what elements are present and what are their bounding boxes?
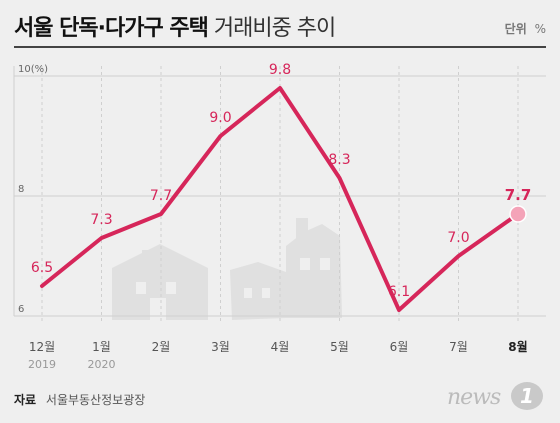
source-label: 자료 bbox=[14, 393, 37, 407]
unit-label: 단위 bbox=[504, 22, 527, 36]
unit-value: % bbox=[534, 22, 546, 36]
logo-text: news bbox=[447, 385, 501, 410]
x-tick-label: 2월 bbox=[152, 340, 171, 354]
x-tick-label: 3월 bbox=[211, 340, 230, 354]
x-tick-label: 4월 bbox=[271, 340, 290, 354]
source-text: 서울부동산정보광장 bbox=[45, 393, 146, 407]
value-label: 9.8 bbox=[269, 62, 291, 78]
highlight-point bbox=[509, 205, 527, 223]
y-axis-ticks: 6 8 10(%) bbox=[18, 64, 48, 315]
source-note: 자료 서울부동산정보광장 bbox=[14, 391, 145, 408]
value-label: 6.1 bbox=[388, 284, 410, 300]
x-tick-label: 5월 bbox=[330, 340, 349, 354]
title-bold: 서울 단독·다가구 주택 bbox=[14, 16, 209, 41]
unit-note: 단위 % bbox=[505, 20, 546, 37]
y-tick-label: 6 bbox=[18, 304, 24, 315]
chart-title: 서울 단독·다가구 주택 거래비중 추이 bbox=[14, 10, 336, 42]
logo-mark: 1 bbox=[511, 382, 543, 410]
x-tick-label: 7월 bbox=[449, 340, 468, 354]
value-label: 8.3 bbox=[328, 152, 350, 168]
title-light: 거래비중 추이 bbox=[213, 16, 336, 41]
title-rule bbox=[14, 46, 546, 48]
x-axis-labels: 12월 2019 1월 2020 2월 3월 4월 5월 6월 7월 8월 bbox=[28, 339, 528, 371]
value-label: 6.5 bbox=[31, 260, 53, 276]
house-middle bbox=[230, 262, 286, 320]
y-tick-label: 10(%) bbox=[18, 64, 48, 75]
x-year-label: 2019 bbox=[28, 358, 56, 371]
data-points bbox=[509, 205, 527, 223]
value-label: 7.3 bbox=[90, 212, 112, 228]
y-tick-label: 8 bbox=[18, 184, 24, 195]
x-tick-label: 8월 bbox=[508, 339, 527, 354]
house-illustration bbox=[112, 218, 342, 320]
series-line bbox=[40, 86, 520, 312]
value-labels: 6.5 7.3 7.7 9.0 9.8 8.3 6.1 7.0 7.7 bbox=[31, 62, 531, 300]
value-label: 7.7 bbox=[505, 186, 532, 204]
x-tick-label: 1월 bbox=[92, 340, 111, 354]
x-tick-label: 6월 bbox=[390, 340, 409, 354]
x-tick-label: 12월 bbox=[29, 340, 55, 354]
value-label: 9.0 bbox=[209, 110, 231, 126]
house-right bbox=[286, 218, 342, 318]
chart-header: 서울 단독·다가구 주택 거래비중 추이 단위 % bbox=[14, 10, 546, 44]
grid-lines bbox=[13, 66, 546, 322]
x-year-label: 2020 bbox=[88, 358, 116, 371]
house-left bbox=[112, 244, 208, 320]
value-label: 7.0 bbox=[447, 230, 469, 246]
value-label: 7.7 bbox=[150, 188, 172, 204]
news1-logo: news 1 bbox=[447, 382, 547, 414]
